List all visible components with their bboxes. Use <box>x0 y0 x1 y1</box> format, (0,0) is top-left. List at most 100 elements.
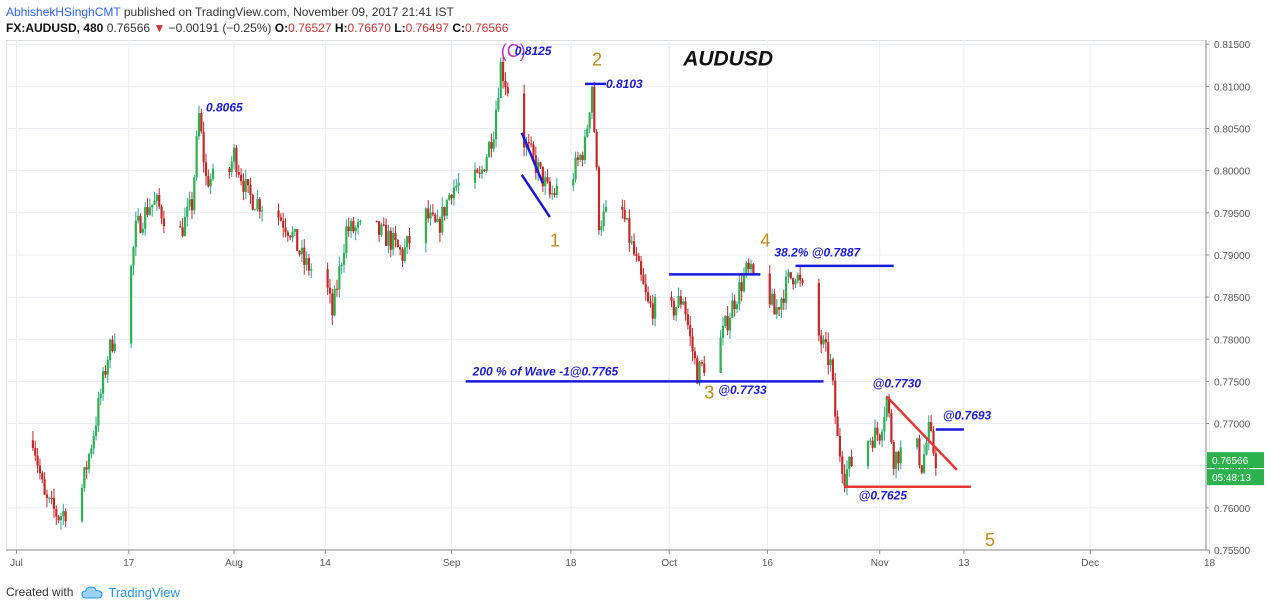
candle-body <box>927 422 930 443</box>
candle-body <box>686 314 689 326</box>
triangle-upper[interactable] <box>885 395 958 471</box>
candle-body <box>385 224 388 246</box>
author-link[interactable]: AbhishekHSinghCMT <box>6 5 121 19</box>
tradingview-logo[interactable]: TradingView <box>81 585 180 600</box>
candle-body <box>574 157 577 180</box>
candle-body <box>876 427 879 435</box>
candle-body <box>677 296 680 308</box>
candle-body <box>190 199 194 211</box>
candle-body <box>824 339 827 343</box>
candle-body <box>675 307 678 316</box>
candle-body <box>831 359 835 381</box>
candle-body <box>593 86 596 132</box>
low-label: L: <box>394 21 406 35</box>
candle-body <box>104 371 107 375</box>
candle-body <box>57 516 60 521</box>
candle-body <box>106 360 109 375</box>
annotation-label: AUDUSD <box>682 47 773 70</box>
candle-body <box>492 139 495 149</box>
candle-body <box>59 516 63 521</box>
candle-body <box>345 226 348 254</box>
candle-body <box>523 93 526 148</box>
tradingview-brand[interactable]: TradingView <box>108 584 180 600</box>
current-price-label: 0.76566 <box>1212 456 1249 467</box>
candle-body <box>151 204 154 208</box>
candle-body <box>494 109 498 140</box>
candle-body <box>193 177 196 211</box>
candle-body <box>934 453 937 469</box>
candle-body <box>254 209 257 211</box>
candle-body <box>932 430 935 454</box>
candle-body <box>892 442 895 469</box>
candle-body <box>794 280 797 285</box>
candle-body <box>485 157 488 172</box>
candle-body <box>647 292 650 302</box>
candle-body <box>894 451 898 469</box>
candle-body <box>651 303 654 319</box>
candle-body <box>579 154 582 160</box>
candle-body <box>359 220 362 223</box>
candle-body <box>31 440 35 448</box>
annotation-label: 0.8065 <box>206 101 243 115</box>
price-chart[interactable]: 0.81500 0.81000 0.80500 0.80000 0.79500 0.790… <box>6 40 1266 571</box>
candle-body <box>94 425 98 436</box>
candle-body <box>211 168 215 180</box>
symbol-label: FX:AUDUSD, 480 <box>6 21 104 35</box>
candle-body <box>186 206 189 217</box>
candle-body <box>897 451 900 464</box>
candle-body <box>251 194 254 210</box>
candle-body <box>742 274 746 292</box>
candle-body <box>740 282 743 292</box>
close-label: C: <box>452 21 465 35</box>
wedge-lower[interactable] <box>520 174 551 218</box>
candle-body <box>139 215 142 233</box>
candle-body <box>541 166 544 187</box>
candle-body <box>735 304 739 310</box>
candle-body <box>728 317 732 331</box>
candle-body <box>780 298 783 310</box>
candle-body <box>930 422 933 431</box>
candle-body <box>354 227 357 232</box>
candle-body <box>899 447 902 464</box>
candle-body <box>600 226 603 231</box>
candle-body <box>382 224 385 226</box>
candle-body <box>396 239 399 248</box>
candle-body <box>340 264 343 267</box>
created-with-label: Created with <box>6 585 74 599</box>
candle-body <box>836 416 839 436</box>
candle-body <box>719 337 722 374</box>
candle-body <box>401 249 404 261</box>
candle-body <box>230 161 233 172</box>
candle-body <box>721 325 725 338</box>
candle-body <box>841 456 844 474</box>
candle-body <box>300 247 304 255</box>
candle-body <box>338 266 341 290</box>
candle-body <box>80 487 84 522</box>
candle-body <box>480 169 484 174</box>
candle-body <box>497 97 500 110</box>
change-value: −0.00191 (−0.25%) <box>168 21 272 35</box>
candle-body <box>682 301 685 305</box>
chart-area[interactable]: 0.81500 0.81000 0.80500 0.80000 0.79500 0.790… <box>6 40 1266 571</box>
candle-body <box>785 276 788 303</box>
candle-body <box>307 258 311 271</box>
y-tick-label: 0.78000 <box>1214 335 1251 346</box>
annotation-label: (C) <box>501 41 526 61</box>
candle-body <box>672 300 675 316</box>
candle-body <box>200 112 203 132</box>
candle-body <box>871 440 874 448</box>
candle-body <box>838 435 842 457</box>
candle-body <box>424 208 427 244</box>
candle-body <box>85 467 88 470</box>
y-tick-label: 0.76000 <box>1214 504 1251 515</box>
candle-body <box>923 454 926 473</box>
y-tick-label: 0.78500 <box>1214 293 1251 304</box>
y-tick-label: 0.80000 <box>1214 167 1251 178</box>
candle-body <box>83 467 86 488</box>
candle-body <box>90 448 93 455</box>
candle-body <box>291 231 294 238</box>
candle-body <box>394 232 397 240</box>
wedge-upper[interactable] <box>520 132 544 184</box>
last-price: 0.76566 <box>106 21 151 35</box>
candle-body <box>792 278 795 285</box>
